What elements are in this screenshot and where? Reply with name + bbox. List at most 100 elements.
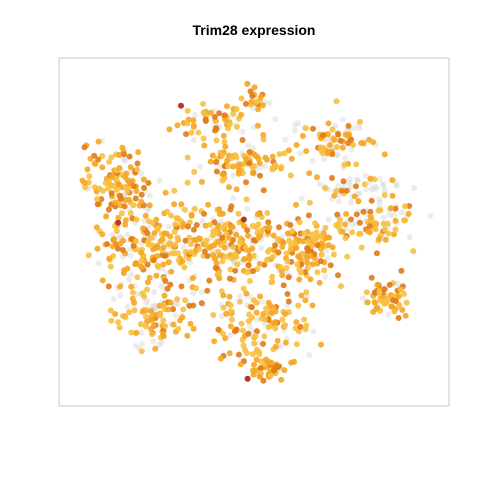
expressing-cell-point — [255, 234, 262, 241]
expressing-cell-point — [219, 258, 226, 265]
expressing-cell-point — [213, 159, 220, 166]
expressing-cell-point — [131, 307, 138, 314]
expressing-cell-point — [327, 262, 334, 269]
expressing-cell-point — [309, 261, 316, 268]
expressing-cell-point — [222, 335, 229, 342]
expressing-cell-point — [122, 221, 129, 228]
expressing-cell-point — [147, 235, 154, 242]
expressing-cell-point — [237, 239, 244, 246]
expressing-cell-point — [91, 160, 98, 167]
expressing-cell-point — [246, 256, 253, 262]
background-cell-point — [245, 142, 252, 149]
expressing-cell-point — [210, 312, 217, 318]
expressing-cell-point — [122, 217, 129, 224]
expressing-cell-point — [255, 221, 262, 228]
expressing-cell-point — [211, 219, 218, 226]
expressing-cell-point — [296, 276, 303, 283]
expressing-cell-point — [132, 261, 139, 268]
expressing-cell-point — [228, 316, 235, 323]
expressing-cell-point — [402, 203, 408, 210]
expressing-cell-point — [105, 283, 112, 290]
background-cell-point — [246, 322, 253, 329]
expressing-cell-point — [309, 302, 316, 309]
expressing-cell-point — [220, 132, 227, 139]
expressing-cell-point — [272, 242, 279, 249]
expressing-cell-point — [99, 231, 106, 238]
expressing-cell-point — [250, 268, 257, 275]
expressing-cell-point — [299, 133, 306, 139]
expressing-cell-point — [387, 205, 394, 212]
expressing-cell-point — [368, 274, 375, 281]
expressing-cell-point — [157, 312, 164, 319]
expressing-cell-point — [106, 158, 113, 165]
expressing-cell-point — [334, 144, 340, 150]
expressing-cell-point — [212, 264, 219, 271]
background-cell-point — [124, 231, 131, 238]
expressing-cell-point — [306, 170, 313, 177]
expressing-cell-point — [333, 98, 340, 105]
expressing-cell-point — [247, 88, 254, 95]
expressing-cell-point — [133, 216, 140, 223]
expressing-cell-point — [226, 350, 233, 357]
background-cell-point — [411, 184, 418, 191]
expressing-cell-point — [250, 237, 257, 244]
background-cell-point — [380, 214, 387, 221]
expressing-cell-point — [391, 308, 398, 315]
expressing-cell-point — [256, 373, 263, 380]
expressing-cell-point — [248, 304, 255, 311]
expressing-cell-point — [98, 196, 105, 203]
expressing-cell-point — [303, 289, 310, 296]
expressing-cell-point — [251, 361, 258, 368]
background-cell-point — [117, 292, 124, 299]
expressing-cell-point — [191, 168, 198, 175]
expressing-cell-point — [220, 292, 227, 299]
expressing-cell-point — [165, 241, 172, 248]
expressing-cell-point — [279, 244, 286, 250]
expressing-cell-point — [141, 176, 147, 183]
expressing-cell-point — [244, 227, 251, 234]
background-cell-point — [124, 303, 131, 310]
expressing-cell-point — [340, 178, 347, 185]
expressing-cell-point — [265, 324, 272, 331]
expressing-cell-point — [246, 149, 253, 155]
background-cell-point — [316, 181, 323, 187]
expressing-cell-point — [253, 356, 260, 363]
expressing-cell-point — [281, 367, 288, 374]
background-cell-point — [323, 247, 330, 254]
expressing-cell-point — [203, 237, 210, 244]
expressing-cell-point — [227, 302, 234, 309]
expressing-cell-point — [171, 228, 178, 235]
expressing-cell-point — [260, 340, 266, 347]
expressing-cell-point — [282, 311, 289, 317]
expressing-cell-point — [196, 245, 202, 252]
expressing-cell-point — [279, 272, 286, 279]
expressing-cell-point — [386, 281, 393, 288]
expressing-cell-point — [272, 162, 279, 169]
expressing-cell-point — [293, 142, 300, 148]
expressing-cell-point — [129, 289, 136, 296]
expressing-cell-point — [123, 170, 130, 177]
background-cell-point — [309, 157, 316, 164]
expressing-cell-point — [200, 135, 207, 142]
expressing-cell-point — [145, 241, 152, 248]
expressing-cell-point — [224, 103, 230, 110]
expressing-cell-point — [202, 222, 209, 229]
background-cell-point — [381, 186, 388, 193]
expressing-cell-point — [298, 269, 304, 276]
expressing-cell-point — [164, 208, 171, 215]
expressing-cell-point — [170, 306, 176, 313]
expressing-cell-point — [200, 100, 207, 107]
expressing-cell-point — [287, 222, 294, 228]
expressing-cell-point — [298, 292, 305, 299]
max-expression-point — [244, 375, 251, 382]
expressing-cell-point — [316, 279, 323, 286]
expressing-cell-point — [263, 257, 270, 264]
expressing-cell-point — [162, 323, 169, 330]
expressing-cell-point — [103, 213, 110, 220]
background-cell-point — [347, 183, 354, 190]
expressing-cell-point — [306, 199, 313, 206]
expressing-cell-point — [341, 221, 348, 228]
expressing-cell-point — [402, 312, 409, 319]
expressing-cell-point — [310, 236, 317, 243]
expressing-cell-point — [349, 229, 356, 236]
